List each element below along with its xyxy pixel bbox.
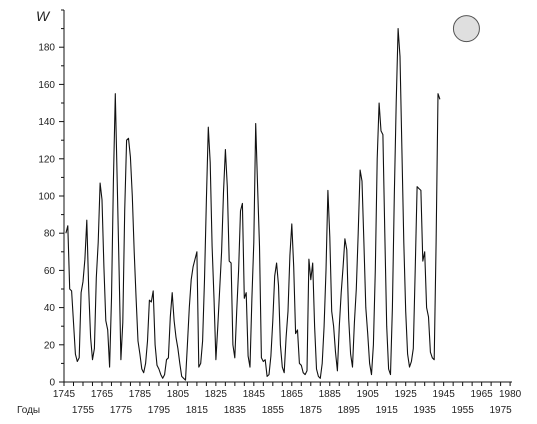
axes: 0 20 40 60 80 100 120 140 160 180 1745 1765 1785 1805… — [38, 9, 522, 416]
x-tick-label-top: 1965 — [471, 389, 494, 400]
y-tick-label: 140 — [38, 117, 55, 128]
x-tick-label-top: 1765 — [91, 389, 114, 400]
x-tick-label-bottom: 1775 — [110, 405, 133, 416]
x-tick-label-bottom: 1895 — [338, 405, 361, 416]
y-tick-label: 20 — [44, 340, 56, 351]
y-tick-label: 80 — [44, 229, 56, 240]
x-tick-label-top: 1805 — [167, 389, 190, 400]
highlight-layer — [452, 15, 480, 43]
x-tick-label-top: 1845 — [243, 389, 266, 400]
series-layer — [65, 28, 441, 381]
x-axis-prefix-label: Годы — [17, 405, 40, 416]
x-tick-label-bottom: 1915 — [376, 405, 399, 416]
x-tick-label-bottom: 1955 — [452, 405, 475, 416]
y-tick-label: 120 — [38, 154, 55, 165]
x-tick-label-bottom: 1795 — [148, 405, 171, 416]
series-line — [65, 28, 441, 381]
x-tick-label-top: 1785 — [129, 389, 152, 400]
y-tick-label: 180 — [38, 43, 55, 54]
x-tick-label-top: 1945 — [433, 389, 456, 400]
x-tick-label-bottom: 1975 — [489, 405, 512, 416]
x-tick-label-bottom: 1755 — [72, 405, 95, 416]
x-tick-label-top: 1925 — [395, 389, 418, 400]
x-tick-label-top: 1825 — [205, 389, 228, 400]
x-tick-label-top: 1885 — [319, 389, 342, 400]
y-tick-label: 60 — [44, 266, 56, 277]
x-tick-label-bottom: 1815 — [186, 405, 209, 416]
x-tick-label-top: 1980 — [499, 389, 522, 400]
x-tick-label-top: 1865 — [281, 389, 304, 400]
y-tick-label: 0 — [49, 378, 55, 389]
y-tick-label: 40 — [44, 303, 56, 314]
max-peak-highlight — [452, 15, 480, 43]
y-axis-title: W — [36, 8, 51, 24]
y-tick-label: 160 — [38, 80, 55, 91]
x-tick-label-bottom: 1855 — [262, 405, 285, 416]
x-tick-label-bottom: 1935 — [414, 405, 437, 416]
x-tick-label-top: 1905 — [357, 389, 380, 400]
x-tick-label-bottom: 1875 — [300, 405, 323, 416]
x-tick-label-top: 1745 — [53, 389, 76, 400]
x-tick-label-bottom: 1835 — [224, 405, 247, 416]
y-tick-label: 100 — [38, 192, 55, 203]
